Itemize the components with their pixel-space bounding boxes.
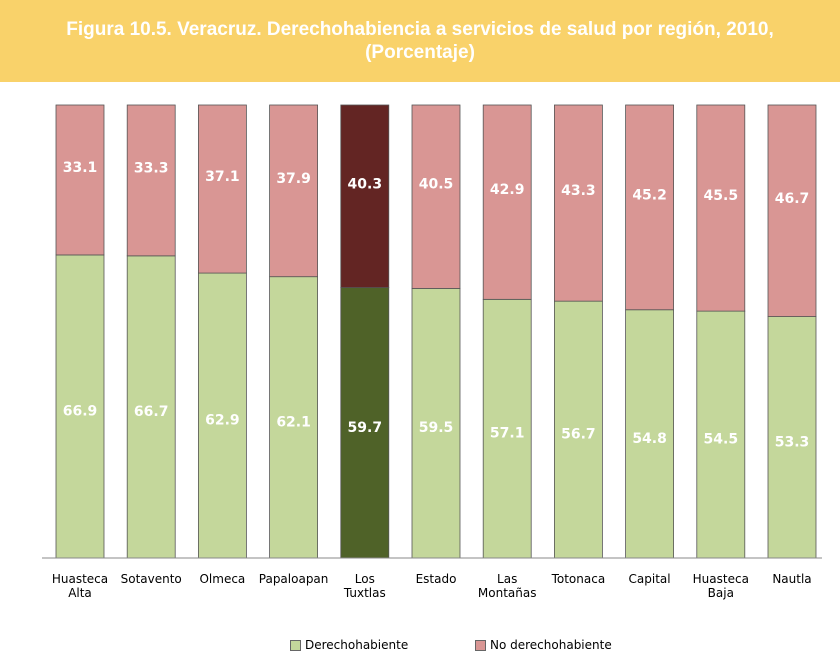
bar-segment bbox=[554, 300, 603, 559]
value-label: 54.5 bbox=[704, 432, 739, 448]
value-label: 37.9 bbox=[276, 171, 311, 187]
bar-segment bbox=[197, 104, 247, 274]
bar-segment bbox=[482, 104, 532, 300]
chart-title: Figura 10.5. Veracruz. Derechohabiencia … bbox=[66, 19, 774, 63]
value-label: 53.3 bbox=[775, 434, 810, 450]
value-label: 46.7 bbox=[775, 191, 810, 207]
value-label: 62.1 bbox=[276, 414, 311, 430]
x-tick-label: Las Montañas bbox=[477, 572, 537, 600]
legend-item: Derechohabiente bbox=[290, 638, 408, 652]
value-label: 66.7 bbox=[134, 404, 169, 420]
legend-label: Derechohabiente bbox=[305, 638, 409, 652]
value-label: 57.1 bbox=[490, 426, 525, 442]
bar-segment bbox=[269, 104, 319, 278]
bar-segment bbox=[625, 104, 674, 311]
legend-item: No derechohabiente bbox=[475, 638, 612, 652]
bar-segment bbox=[767, 316, 817, 559]
value-label: 40.3 bbox=[348, 176, 383, 192]
x-tick-label: Capital bbox=[628, 572, 671, 586]
value-label: 33.1 bbox=[63, 160, 98, 176]
bar-segment bbox=[696, 310, 746, 559]
bar-segment bbox=[55, 104, 105, 256]
value-label: 66.9 bbox=[63, 403, 98, 419]
x-tick-label: Estado bbox=[415, 572, 457, 586]
bar-segment bbox=[340, 104, 390, 288]
legend-swatch bbox=[290, 639, 301, 651]
bar-segment bbox=[696, 104, 746, 312]
bar-segment bbox=[126, 255, 176, 559]
x-tick-label: Papaloapan bbox=[258, 572, 329, 586]
x-tick-label: Olmeca bbox=[199, 572, 246, 586]
legend-label: No derechohabiente bbox=[490, 638, 612, 652]
legend-swatch bbox=[475, 639, 486, 651]
bar-segment bbox=[126, 104, 176, 257]
bar-segment bbox=[767, 104, 817, 317]
value-label: 37.1 bbox=[205, 169, 240, 185]
title-banner: Figura 10.5. Veracruz. Derechohabiencia … bbox=[0, 0, 840, 82]
bar-segment bbox=[269, 276, 319, 559]
value-label: 54.8 bbox=[632, 431, 667, 447]
value-label: 45.2 bbox=[632, 187, 667, 203]
bar-segment bbox=[411, 104, 461, 289]
x-tick-label: Nautla bbox=[772, 572, 812, 586]
bar-segment bbox=[340, 287, 390, 559]
value-label: 33.3 bbox=[134, 160, 169, 176]
bar-segment bbox=[554, 104, 603, 302]
x-tick-label: Sotavento bbox=[120, 572, 182, 586]
value-label: 59.7 bbox=[348, 420, 383, 436]
value-label: 40.5 bbox=[419, 177, 454, 193]
x-tick-label: Los Tuxtlas bbox=[343, 572, 386, 600]
bar-segment bbox=[197, 272, 247, 559]
x-tick-label: Huasteca Baja bbox=[692, 572, 749, 600]
value-label: 59.5 bbox=[419, 420, 454, 436]
bar-segment bbox=[411, 288, 461, 559]
value-label: 45.5 bbox=[704, 188, 739, 204]
value-label: 43.3 bbox=[561, 183, 596, 199]
value-label: 62.9 bbox=[205, 413, 240, 429]
x-tick-label: Huasteca Alta bbox=[51, 572, 109, 600]
value-label: 56.7 bbox=[561, 427, 596, 443]
value-label: 42.9 bbox=[490, 182, 525, 198]
x-tick-label: Totonaca bbox=[551, 572, 606, 586]
